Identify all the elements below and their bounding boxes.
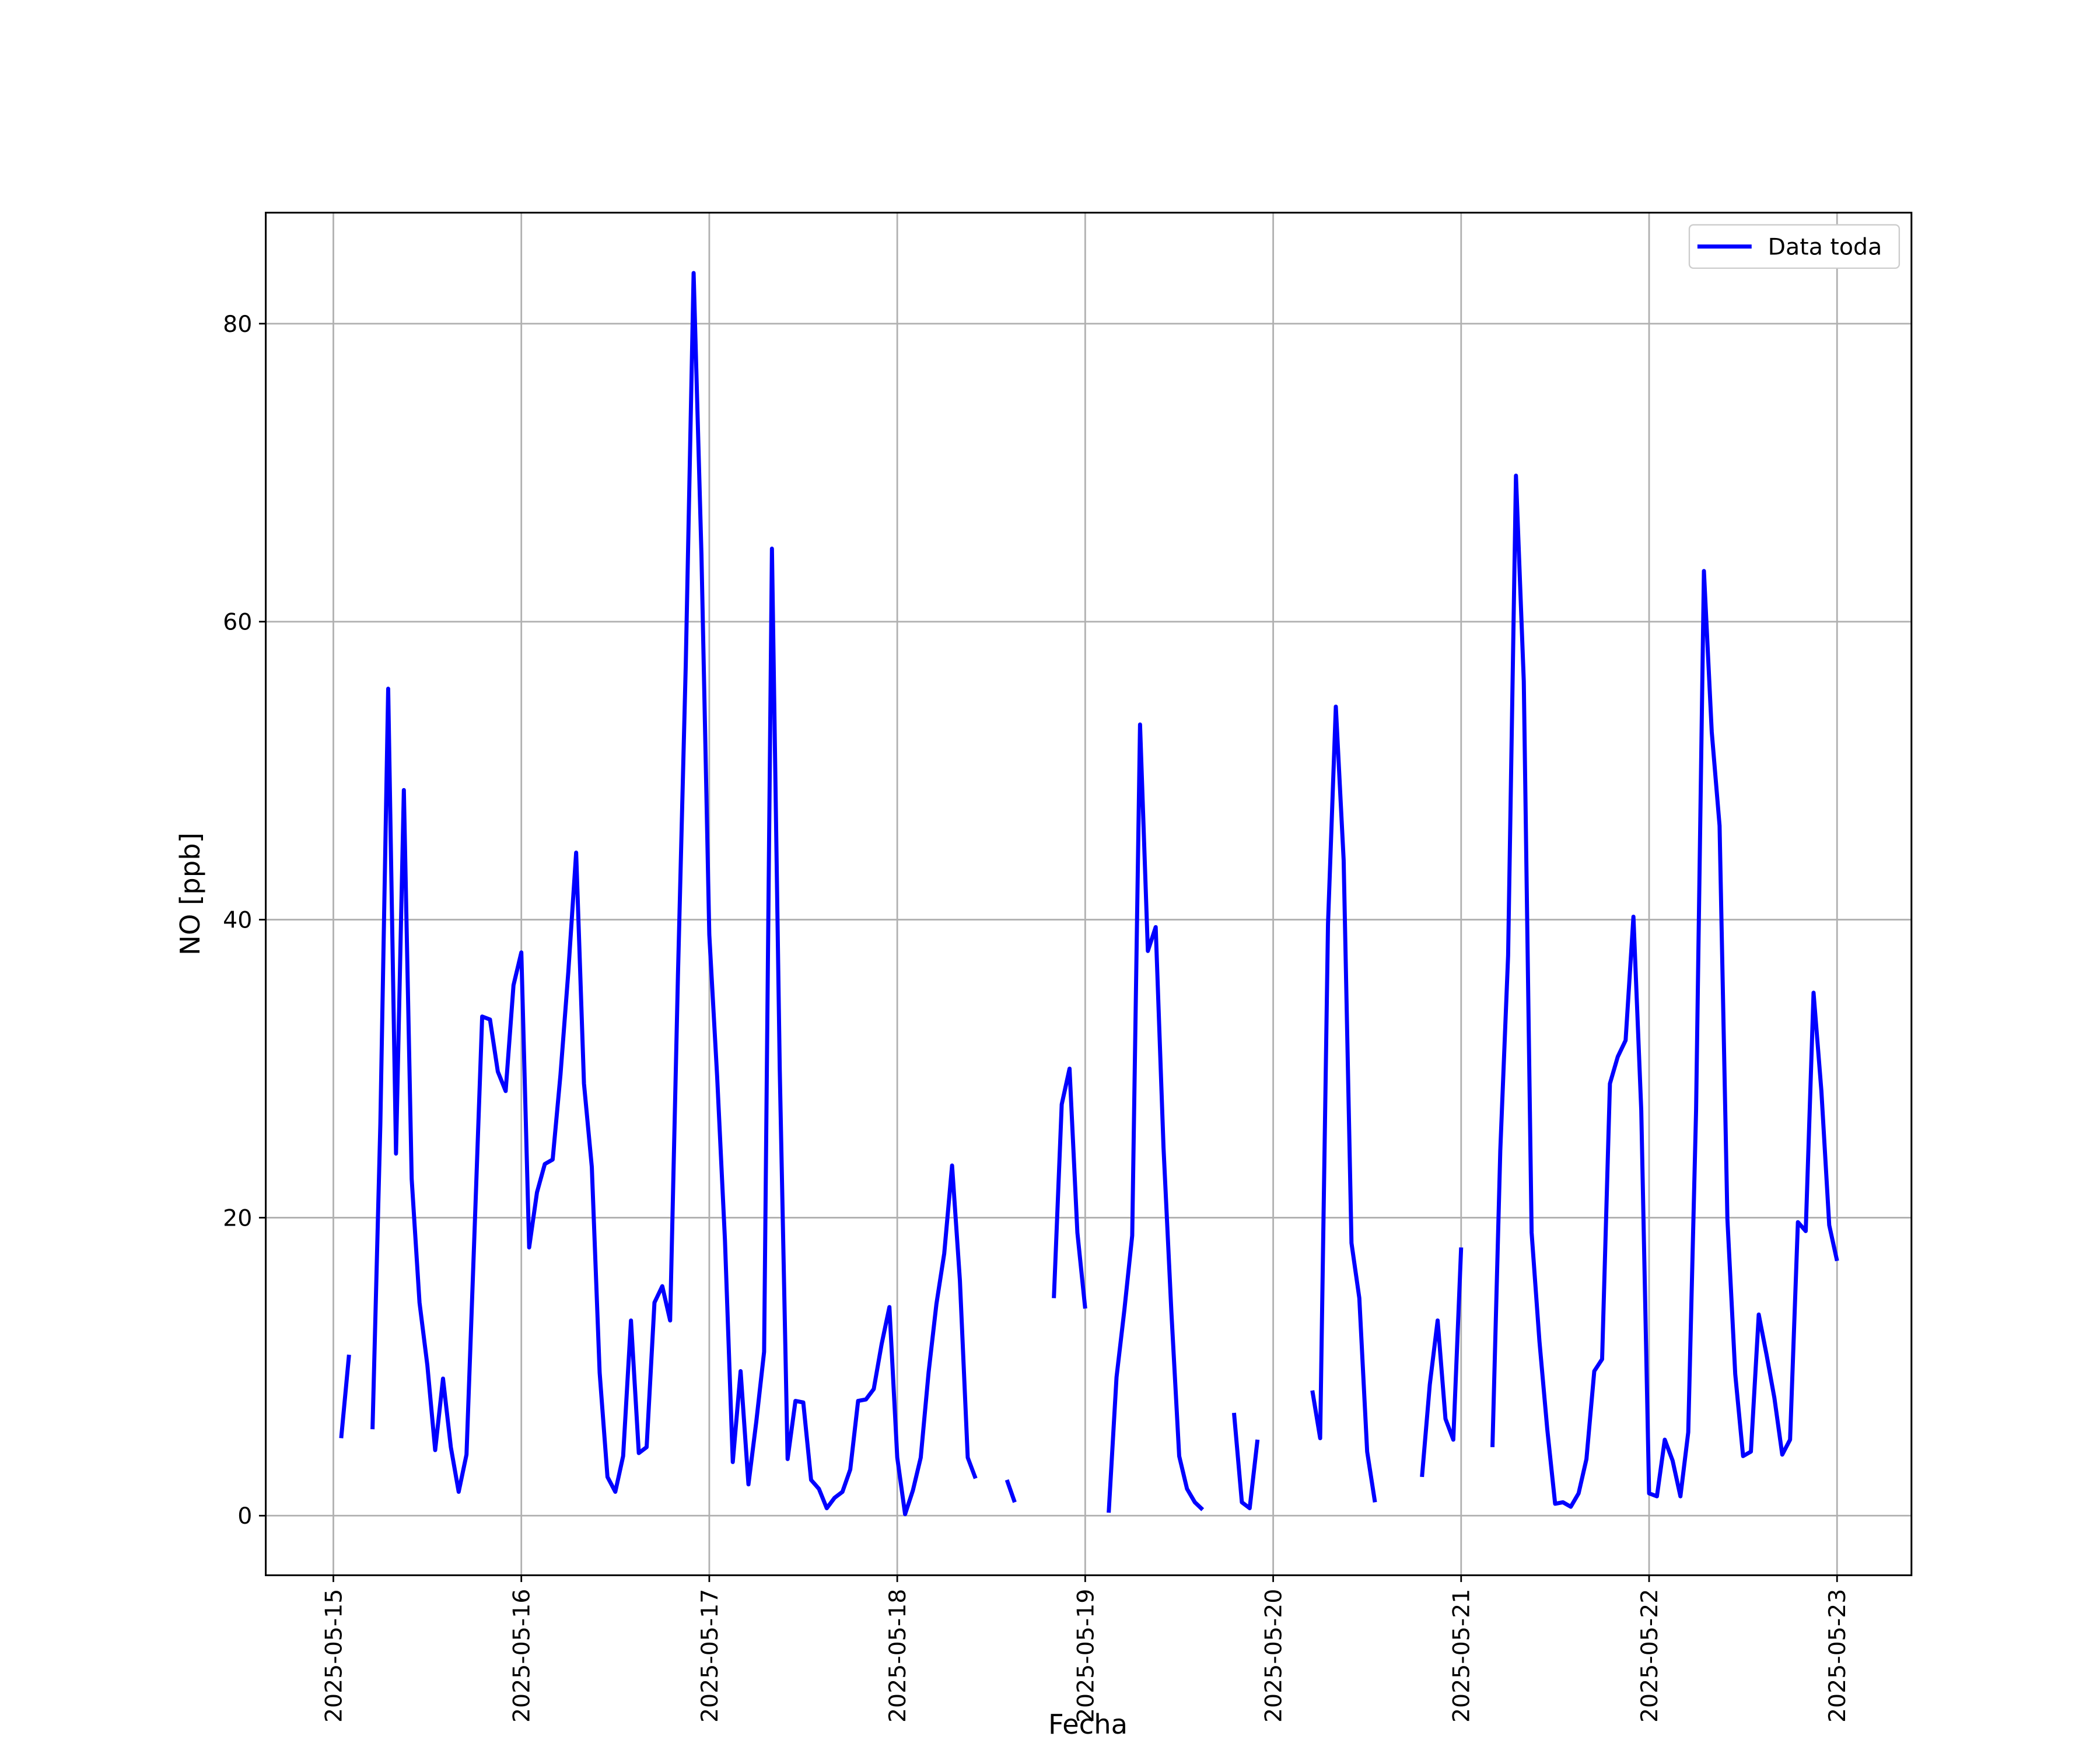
data-line <box>1052 1066 1087 1309</box>
x-tick-label: 2025-05-18 <box>884 1589 911 1723</box>
grid <box>265 212 1912 1576</box>
x-tick-label: 2025-05-23 <box>1824 1589 1851 1723</box>
y-axis-label: NO [ppb] <box>174 832 206 956</box>
data-line <box>339 1354 351 1438</box>
y-tick-label: 0 <box>237 1503 252 1530</box>
y-tick-label: 20 <box>223 1205 252 1231</box>
data-line <box>370 271 978 1517</box>
y-tick-label: 60 <box>223 609 252 636</box>
x-axis-label: Fecha <box>1048 1709 1128 1740</box>
x-tick-label: 2025-05-21 <box>1448 1589 1475 1723</box>
y-tick-label: 80 <box>223 311 252 338</box>
legend: Data toda <box>1688 224 1901 269</box>
x-tick-label: 2025-05-16 <box>509 1589 536 1723</box>
data-line <box>1107 722 1205 1513</box>
data-line <box>1310 704 1377 1503</box>
plot-frame <box>265 212 1913 1576</box>
x-tick-label: 2025-05-22 <box>1636 1589 1663 1723</box>
x-tick-label: 2025-05-19 <box>1072 1589 1099 1723</box>
x-tick-label: 2025-05-15 <box>320 1589 347 1723</box>
data-line <box>1490 473 1839 1509</box>
legend-label: Data toda <box>1768 234 1882 261</box>
x-tick-label: 2025-05-20 <box>1261 1589 1287 1723</box>
data-line <box>1231 1412 1260 1511</box>
data-line <box>1005 1479 1017 1503</box>
plot-data <box>339 271 1839 1517</box>
y-tick-label: 40 <box>223 907 252 934</box>
legend-box <box>1688 224 1901 269</box>
x-tick-label: 2025-05-17 <box>696 1589 723 1723</box>
data-line <box>1420 1247 1464 1478</box>
